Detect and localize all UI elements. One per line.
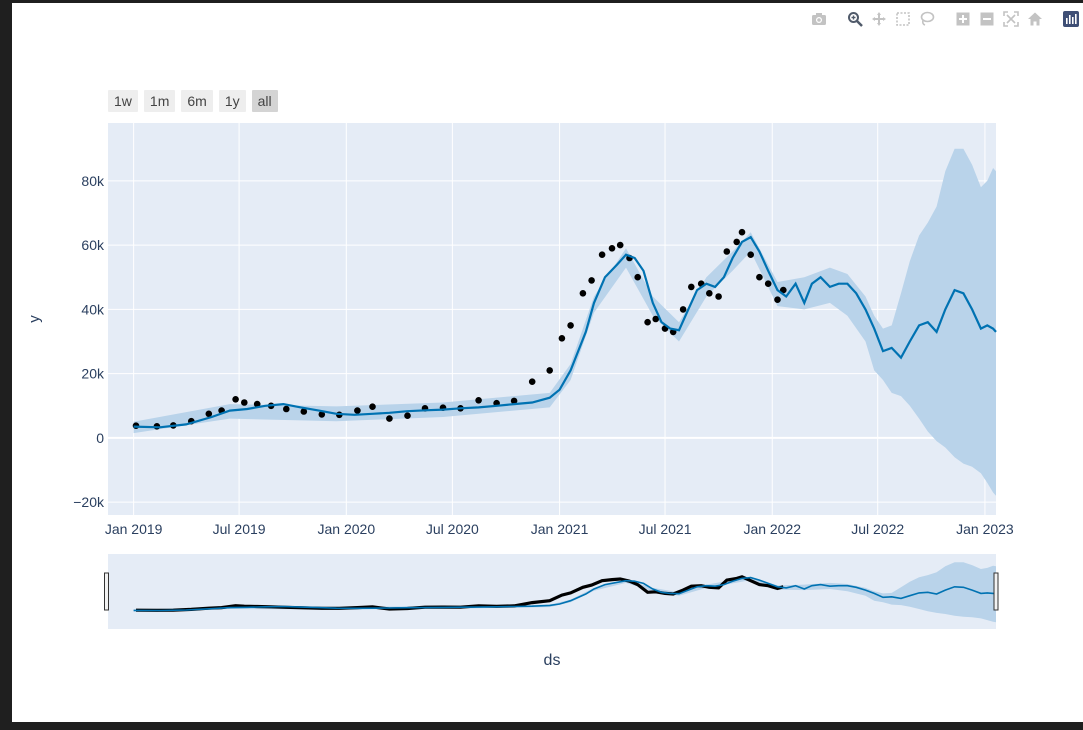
range-slider-left-handle[interactable] bbox=[104, 572, 109, 611]
actual-point bbox=[774, 296, 781, 304]
actual-point bbox=[723, 248, 731, 255]
y-tick-label: 60k bbox=[81, 237, 105, 253]
x-tick-label: Jan 2022 bbox=[743, 521, 801, 537]
actual-point bbox=[644, 318, 651, 326]
uncertainty-band bbox=[133, 148, 997, 496]
actual-point bbox=[733, 238, 740, 246]
x-tick-label: Jan 2020 bbox=[318, 521, 376, 537]
range-button-6m[interactable]: 6m bbox=[181, 90, 213, 112]
range-slider-forecast bbox=[133, 576, 997, 612]
plot-area: Jan 2019 Jul 2019 Jan 2020 Jul 2020 Jan 2021… bbox=[26, 123, 1014, 669]
actual-point bbox=[510, 397, 518, 405]
range-button-1y[interactable]: 1y bbox=[218, 90, 246, 112]
actual-point bbox=[567, 322, 574, 329]
autoscale-icon[interactable] bbox=[999, 8, 1023, 30]
actual-point bbox=[558, 335, 566, 342]
actual-point bbox=[634, 273, 641, 281]
actual-point bbox=[764, 280, 772, 288]
y-tick-labels: −20k 0 20k 40k 60k 80k bbox=[73, 173, 105, 510]
y-tick-label: 0 bbox=[96, 430, 104, 446]
x-tick-label: Jul 2022 bbox=[851, 521, 904, 537]
actual-point bbox=[475, 397, 482, 404]
main-plot-background bbox=[108, 123, 996, 515]
modebar-group bbox=[1059, 8, 1083, 30]
reset-axes-icon[interactable] bbox=[1023, 8, 1047, 30]
actual-point bbox=[608, 245, 616, 252]
actual-point bbox=[747, 251, 754, 258]
zoom-icon[interactable] bbox=[843, 8, 867, 30]
actual-point bbox=[354, 407, 361, 414]
actual-point bbox=[369, 403, 376, 411]
actual-point bbox=[756, 273, 763, 281]
modebar bbox=[795, 8, 1083, 30]
box-select-icon[interactable] bbox=[891, 8, 915, 30]
y-tick-label: 80k bbox=[81, 173, 105, 189]
actual-points bbox=[132, 228, 787, 430]
actual-point bbox=[738, 228, 746, 236]
actual-point bbox=[205, 410, 213, 418]
range-button-1w[interactable]: 1w bbox=[108, 90, 138, 112]
actual-point bbox=[780, 286, 787, 294]
actual-point bbox=[404, 412, 411, 420]
x-tick-labels: Jan 2019 Jul 2019 Jan 2020 Jul 2020 Jan 2021… bbox=[105, 521, 1014, 537]
x-tick-label: Jul 2021 bbox=[639, 521, 692, 537]
x-tick-label: Jul 2020 bbox=[426, 521, 479, 537]
actual-point bbox=[588, 277, 595, 284]
range-button-1m[interactable]: 1m bbox=[143, 90, 176, 112]
actual-point bbox=[616, 241, 624, 249]
actual-point bbox=[318, 411, 326, 418]
range-slider-background[interactable] bbox=[108, 554, 996, 629]
zoom-out-icon[interactable] bbox=[975, 8, 999, 30]
x-tick-label: Jan 2021 bbox=[531, 521, 589, 537]
range-slider-right-handle[interactable] bbox=[993, 572, 999, 611]
y-axis-label: y bbox=[26, 315, 43, 323]
x-tick-label: Jan 2023 bbox=[956, 521, 1014, 537]
y-tick-label: −20k bbox=[73, 494, 105, 510]
lasso-select-icon[interactable] bbox=[915, 8, 939, 30]
actual-point bbox=[253, 400, 261, 408]
x-tick-label: Jan 2019 bbox=[105, 521, 163, 537]
actual-point bbox=[688, 283, 695, 291]
range-selector: 1w 1m 6m 1y all bbox=[108, 90, 278, 112]
actual-point bbox=[241, 399, 248, 406]
actual-point bbox=[706, 290, 713, 297]
modebar-group bbox=[843, 8, 939, 30]
forecast-line bbox=[133, 235, 997, 429]
actual-point bbox=[715, 293, 722, 300]
actual-point bbox=[579, 290, 587, 297]
actual-point bbox=[598, 251, 606, 258]
modebar-group bbox=[807, 8, 831, 30]
actual-point bbox=[386, 415, 393, 422]
zoom-in-icon[interactable] bbox=[951, 8, 975, 30]
modebar-group bbox=[951, 8, 1047, 30]
actual-point bbox=[546, 367, 553, 374]
camera-icon[interactable] bbox=[807, 8, 831, 30]
actual-point bbox=[679, 306, 687, 313]
actual-point bbox=[283, 405, 290, 413]
y-tick-label: 20k bbox=[81, 366, 105, 382]
actual-point bbox=[528, 378, 536, 386]
pan-icon[interactable] bbox=[867, 8, 891, 30]
actual-point bbox=[300, 408, 308, 415]
plot-container: 1w 1m 6m 1y all Jan 2019 Jul 2019 Jan 2020 Jul … bbox=[12, 3, 1083, 722]
actual-point bbox=[232, 396, 239, 403]
y-tick-label: 40k bbox=[81, 301, 105, 317]
actual-point bbox=[652, 315, 659, 323]
plotly-logo-icon[interactable] bbox=[1059, 8, 1083, 30]
range-button-all[interactable]: all bbox=[251, 90, 278, 112]
x-tick-label: Jul 2019 bbox=[213, 521, 266, 537]
x-axis-label: ds bbox=[544, 652, 561, 669]
